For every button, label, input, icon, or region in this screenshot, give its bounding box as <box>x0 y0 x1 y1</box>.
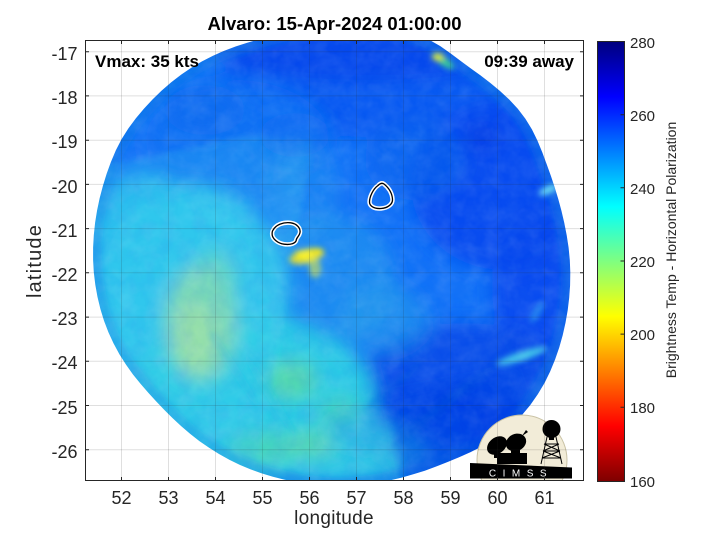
svg-text:CIMSS: CIMSS <box>489 469 553 480</box>
